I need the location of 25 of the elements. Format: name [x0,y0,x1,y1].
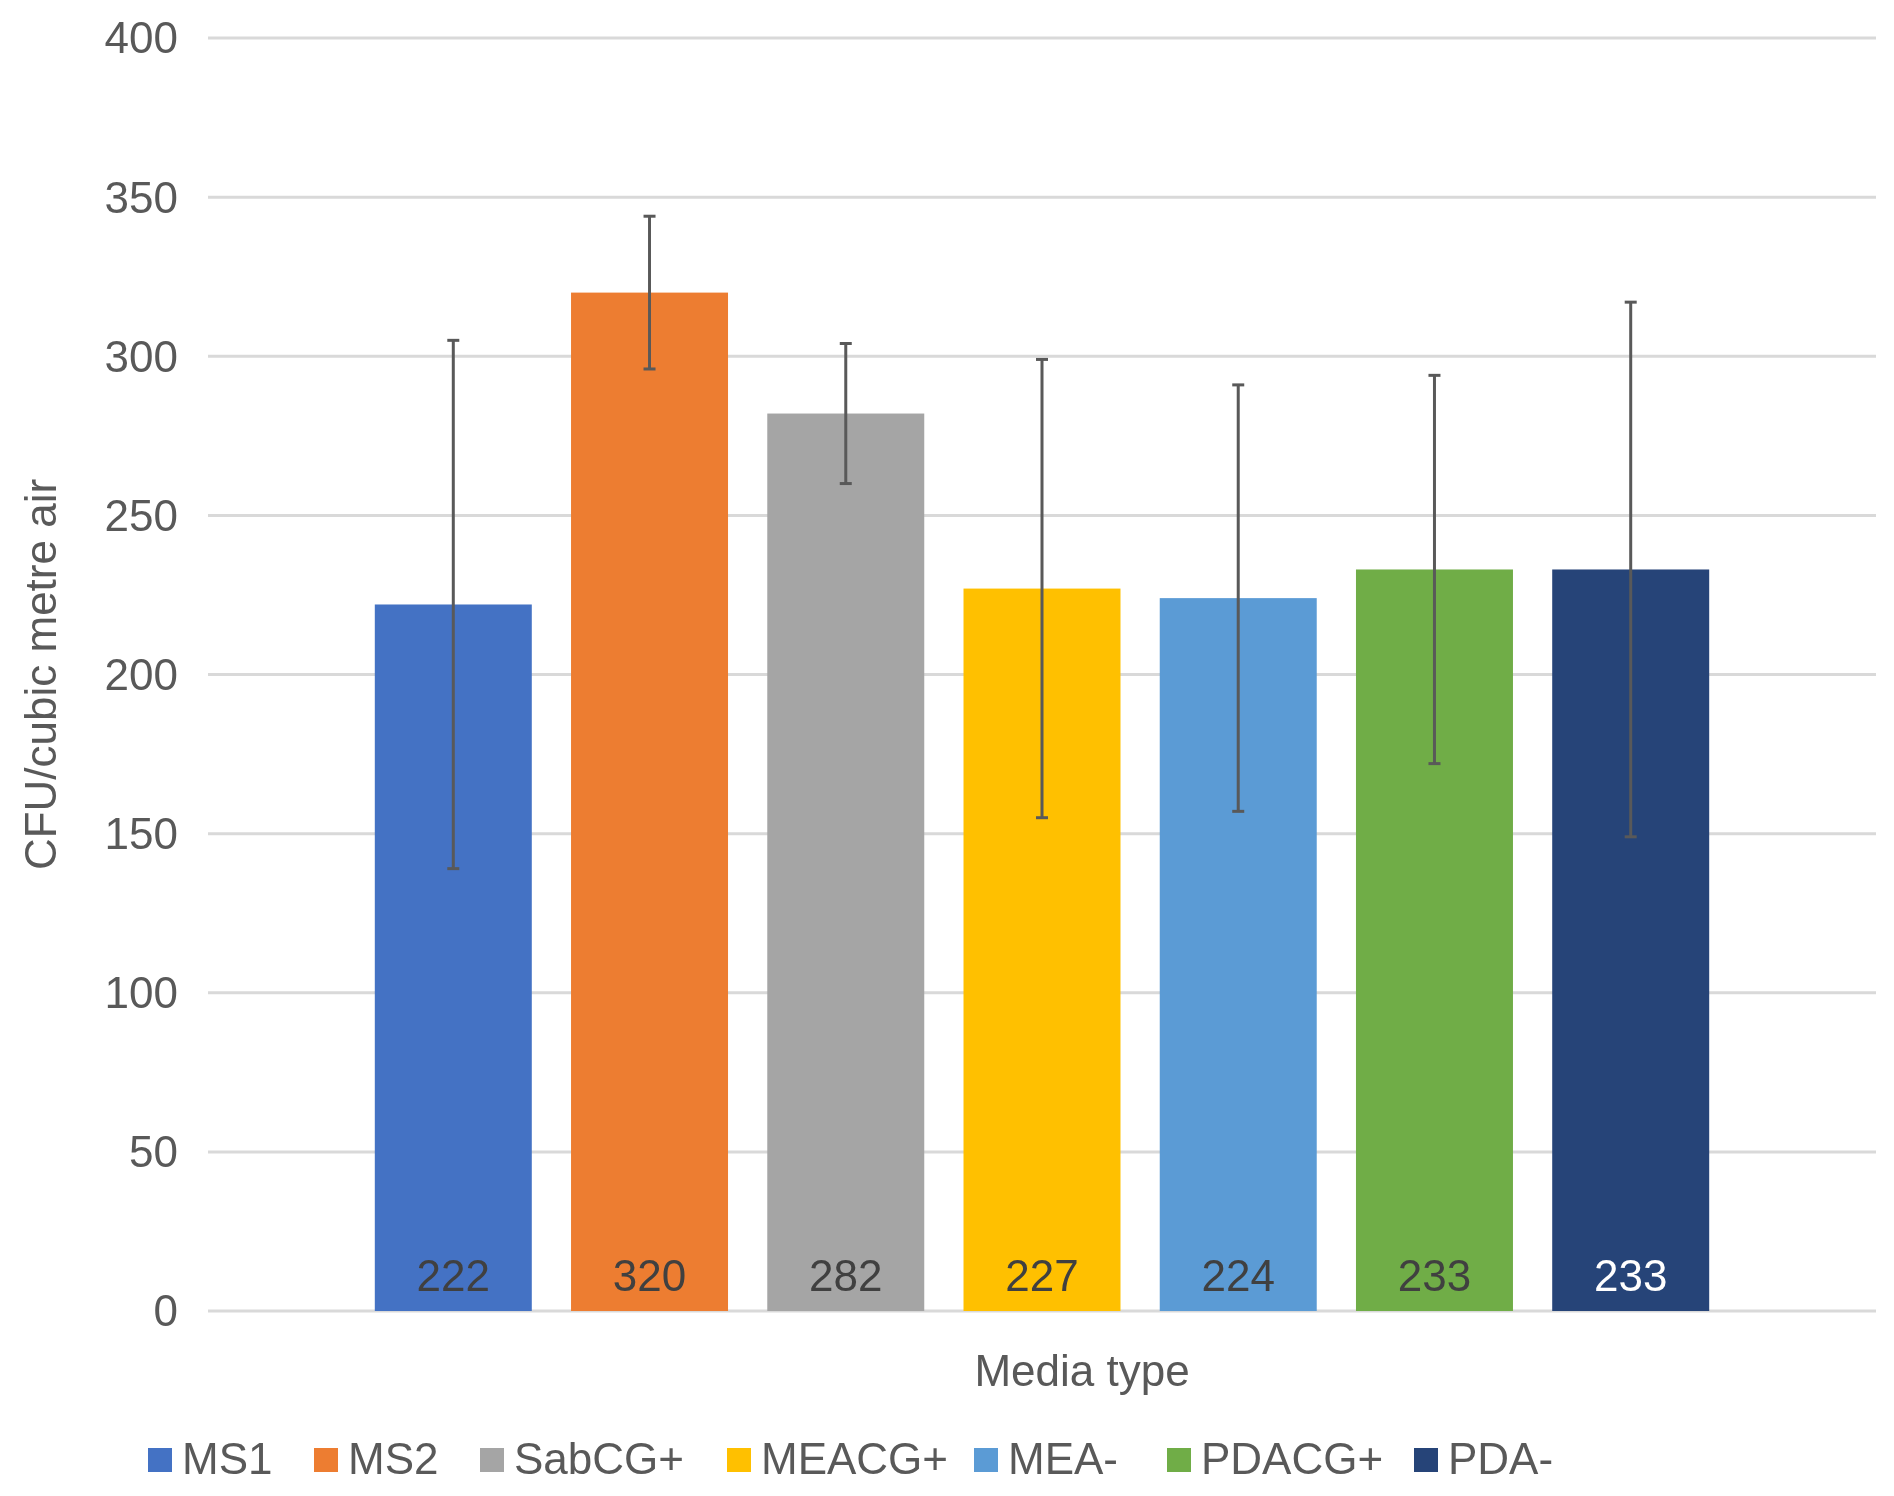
data-label: 282 [809,1251,883,1300]
y-tick-label: 250 [104,490,178,540]
x-axis-title: Media type [974,1346,1190,1395]
y-tick-label: 50 [129,1127,178,1177]
y-tick-label: 100 [104,968,178,1018]
y-tick-label: 350 [104,172,178,222]
legend-label: PDACG+ [1201,1434,1384,1483]
legend-label: MS1 [182,1434,273,1483]
data-label: 233 [1397,1251,1472,1300]
data-label: 320 [612,1251,687,1300]
data-label: 233 [1593,1251,1668,1300]
y-tick-label: 300 [104,331,178,381]
legend-label: SabCG+ [514,1434,684,1483]
y-axis-title: CFU/cubic metre air [16,478,65,871]
y-tick-label: 200 [104,649,178,699]
y-tick-label: 150 [104,809,178,859]
data-label: 222 [416,1251,491,1300]
data-label: 224 [1201,1251,1275,1300]
legend-label: MEACG+ [761,1434,949,1483]
y-tick-label: 0 [153,1286,178,1336]
y-tick-label: 400 [104,13,178,63]
legend-label: MS2 [348,1434,439,1483]
data-label: 227 [1005,1251,1079,1300]
legend-label: MEA- [1008,1434,1118,1483]
legend-label: PDA- [1448,1434,1554,1483]
